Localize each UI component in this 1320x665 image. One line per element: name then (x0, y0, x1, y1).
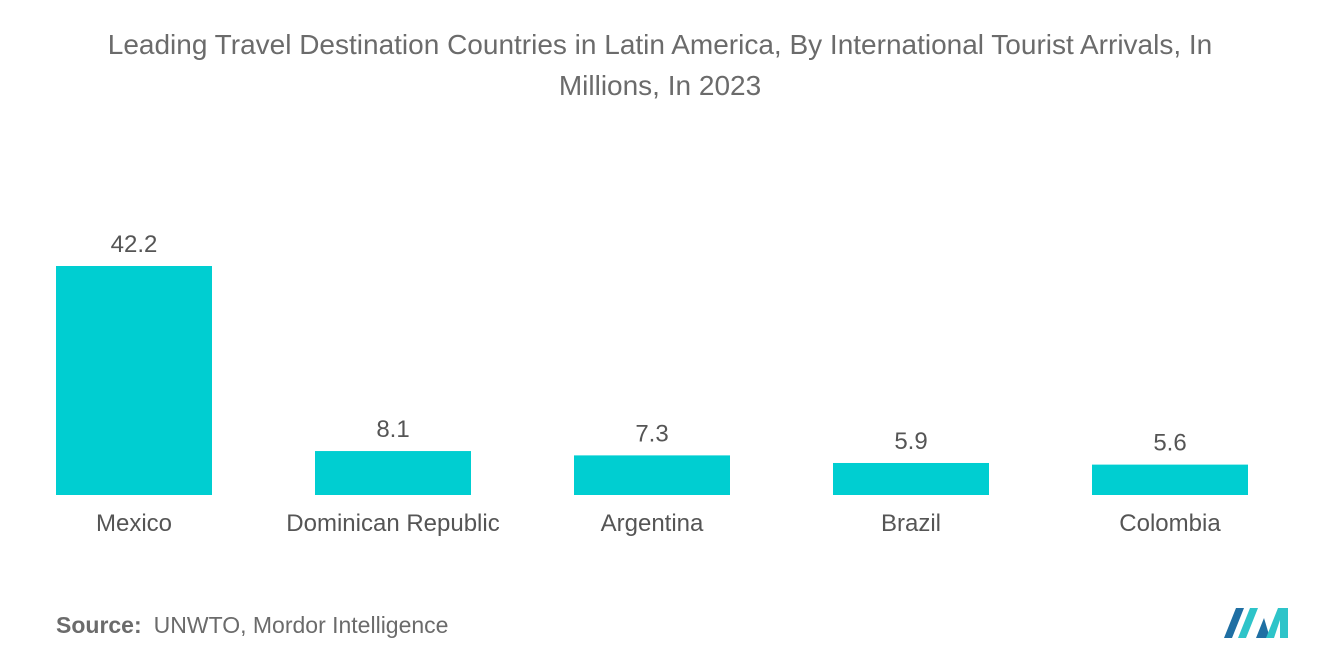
category-label-dominican-republic: Dominican Republic (286, 510, 499, 537)
value-label-mexico: 42.2 (111, 231, 158, 258)
category-labels-group: Mexico Dominican Republic Argentina Brazil C… (96, 510, 1221, 537)
bars-group (56, 266, 1248, 495)
chart-title: Leading Travel Destination Countries in … (0, 24, 1320, 106)
source-text: UNWTO, Mordor Intelligence (153, 612, 449, 638)
bar-argentina (574, 455, 730, 495)
bar-colombia (1092, 464, 1248, 495)
chart-title-line-2: Millions, In 2023 (558, 70, 762, 101)
category-label-argentina: Argentina (601, 510, 704, 537)
value-label-brazil: 5.9 (894, 428, 927, 455)
value-label-argentina: 7.3 (635, 420, 668, 447)
category-label-mexico: Mexico (96, 510, 172, 537)
value-labels-group: 42.2 8.1 7.3 5.9 5.6 (111, 231, 1187, 457)
source-label: Source: (56, 612, 142, 638)
mordor-intelligence-logo-icon (1224, 608, 1288, 638)
bar-dominican-republic (315, 451, 471, 495)
source-note: Source: UNWTO, Mordor Intelligence (56, 612, 448, 639)
value-label-dominican-republic: 8.1 (376, 416, 409, 443)
bar-brazil (833, 462, 989, 495)
chart-title-line-1: Leading Travel Destination Countries in … (107, 29, 1213, 60)
category-label-brazil: Brazil (881, 510, 941, 537)
category-label-colombia: Colombia (1119, 510, 1221, 537)
bar-mexico (56, 266, 212, 495)
value-label-colombia: 5.6 (1153, 430, 1186, 457)
